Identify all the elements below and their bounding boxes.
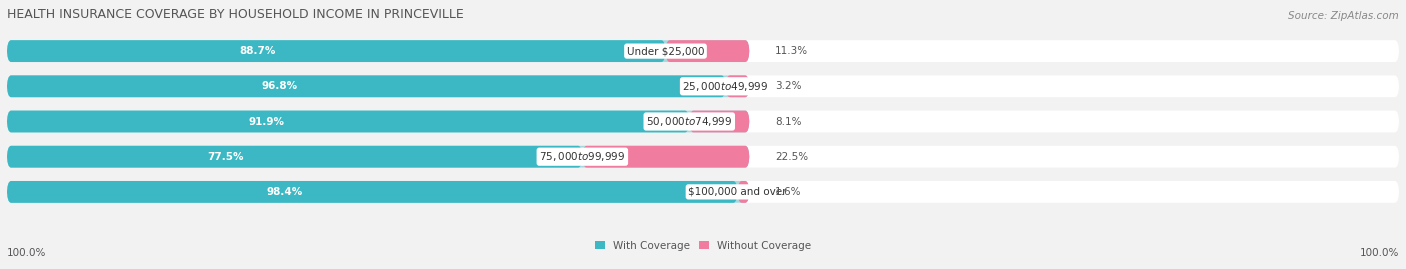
FancyBboxPatch shape <box>7 181 738 203</box>
FancyBboxPatch shape <box>7 111 749 132</box>
FancyBboxPatch shape <box>7 181 749 203</box>
Text: 22.5%: 22.5% <box>775 152 808 162</box>
FancyBboxPatch shape <box>7 111 689 132</box>
Text: 96.8%: 96.8% <box>262 81 298 91</box>
Text: HEALTH INSURANCE COVERAGE BY HOUSEHOLD INCOME IN PRINCEVILLE: HEALTH INSURANCE COVERAGE BY HOUSEHOLD I… <box>7 8 464 21</box>
Text: $75,000 to $99,999: $75,000 to $99,999 <box>538 150 626 163</box>
Text: $100,000 and over: $100,000 and over <box>689 187 787 197</box>
FancyBboxPatch shape <box>7 40 665 62</box>
FancyBboxPatch shape <box>7 75 1399 97</box>
FancyBboxPatch shape <box>7 75 725 97</box>
FancyBboxPatch shape <box>7 40 1399 62</box>
Text: $50,000 to $74,999: $50,000 to $74,999 <box>647 115 733 128</box>
FancyBboxPatch shape <box>665 40 749 62</box>
FancyBboxPatch shape <box>689 111 749 132</box>
FancyBboxPatch shape <box>582 146 749 168</box>
FancyBboxPatch shape <box>725 75 749 97</box>
FancyBboxPatch shape <box>7 40 749 62</box>
Legend: With Coverage, Without Coverage: With Coverage, Without Coverage <box>595 240 811 251</box>
FancyBboxPatch shape <box>7 146 1399 168</box>
Text: 8.1%: 8.1% <box>775 116 801 126</box>
FancyBboxPatch shape <box>7 146 749 168</box>
Text: 100.0%: 100.0% <box>1360 248 1399 258</box>
FancyBboxPatch shape <box>7 111 1399 132</box>
FancyBboxPatch shape <box>7 75 749 97</box>
FancyBboxPatch shape <box>738 181 749 203</box>
Text: Source: ZipAtlas.com: Source: ZipAtlas.com <box>1288 11 1399 21</box>
Text: 88.7%: 88.7% <box>239 46 276 56</box>
Text: 1.6%: 1.6% <box>775 187 801 197</box>
Text: 91.9%: 91.9% <box>249 116 284 126</box>
FancyBboxPatch shape <box>7 146 582 168</box>
FancyBboxPatch shape <box>7 181 1399 203</box>
Text: 11.3%: 11.3% <box>775 46 808 56</box>
Text: Under $25,000: Under $25,000 <box>627 46 704 56</box>
Text: 3.2%: 3.2% <box>775 81 801 91</box>
Text: $25,000 to $49,999: $25,000 to $49,999 <box>682 80 769 93</box>
Text: 77.5%: 77.5% <box>207 152 243 162</box>
Text: 98.4%: 98.4% <box>267 187 302 197</box>
Text: 100.0%: 100.0% <box>7 248 46 258</box>
